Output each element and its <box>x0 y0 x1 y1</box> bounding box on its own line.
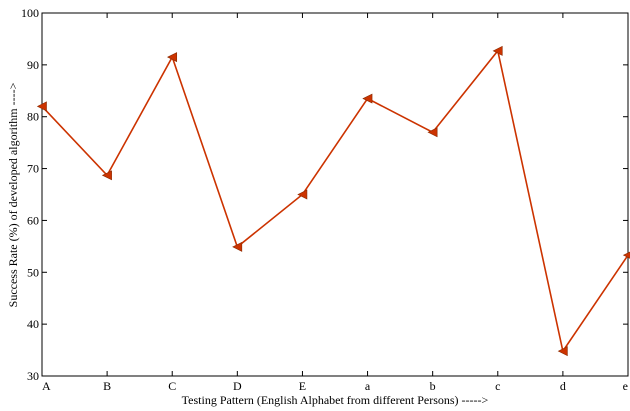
data-point-marker <box>297 189 308 200</box>
x-tick-label: B <box>103 379 111 393</box>
x-axis-title: Testing Pattern (English Alphabet from d… <box>182 393 489 407</box>
data-point-marker <box>492 45 503 56</box>
y-tick-label: 30 <box>27 369 39 383</box>
data-point-marker <box>427 127 438 138</box>
y-tick-label: 90 <box>27 58 39 72</box>
series-line <box>41 49 629 354</box>
data-point-marker <box>622 251 630 259</box>
x-tick-label: E <box>299 379 306 393</box>
plot-frame <box>41 12 629 377</box>
y-tick-label: 80 <box>27 110 39 124</box>
x-tick-label: D <box>233 379 242 393</box>
data-point-marker <box>167 52 178 63</box>
y-tick-label: 70 <box>27 162 39 176</box>
x-tick-label: e <box>623 379 628 393</box>
tick-marks <box>41 12 629 377</box>
y-tick-label: 60 <box>27 213 39 227</box>
y-tick-labels: 30 40 50 60 70 80 90 100 <box>21 6 39 383</box>
y-tick-label: 40 <box>27 317 39 331</box>
y-tick-label: 50 <box>27 265 39 279</box>
data-point-marker <box>362 93 373 104</box>
series-group <box>36 45 630 357</box>
data-point-marker <box>232 241 243 252</box>
x-tick-label: d <box>560 379 566 393</box>
data-point-marker <box>36 101 47 112</box>
data-point-marker <box>101 170 112 181</box>
y-tick-label: 100 <box>21 6 39 20</box>
y-axis-title: Success Rate (%) of developed algorithm … <box>6 82 20 307</box>
x-tick-label: C <box>168 379 176 393</box>
x-tick-label: c <box>495 379 500 393</box>
x-tick-label: A <box>42 379 51 393</box>
x-tick-label: b <box>430 379 436 393</box>
x-tick-label: a <box>365 379 371 393</box>
data-point-marker <box>557 346 568 357</box>
